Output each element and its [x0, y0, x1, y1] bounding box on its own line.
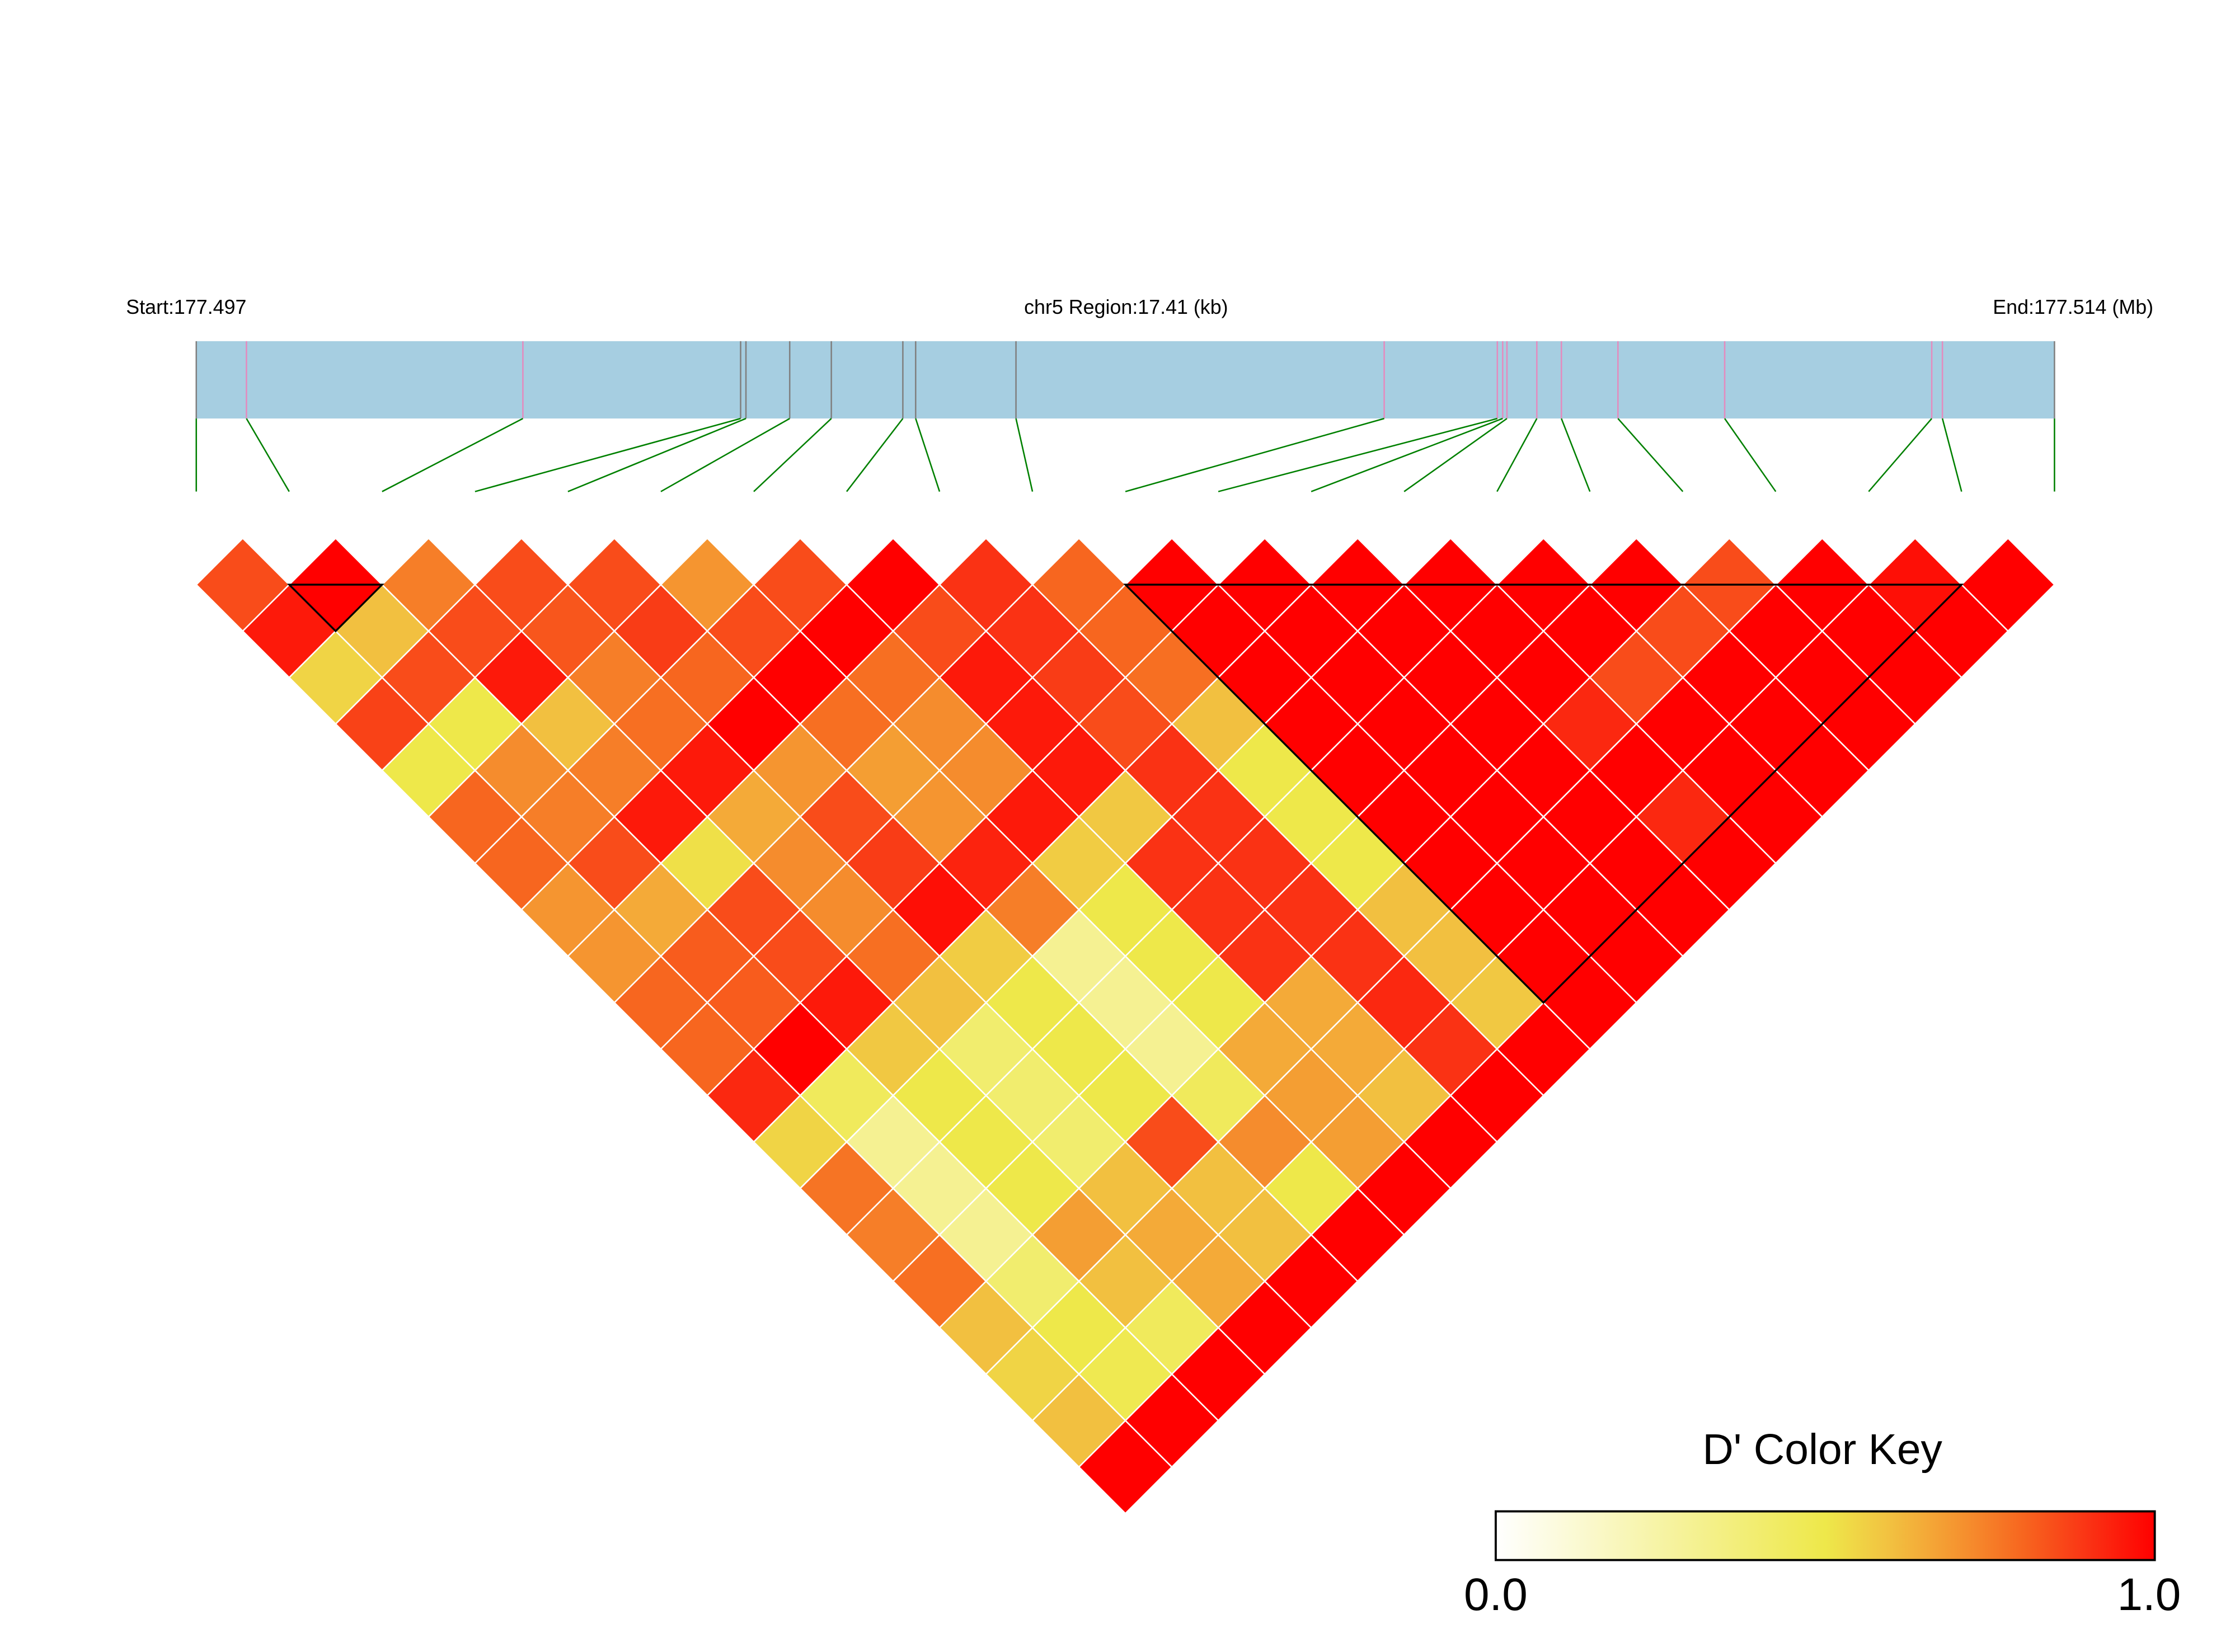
start-label: Start:177.497	[126, 296, 246, 318]
ld-block-outline	[287, 583, 384, 633]
color-key-min: 0.0	[1464, 1569, 1528, 1620]
ld-cell	[1078, 1419, 1173, 1515]
end-label: End:177.514 (Mb)	[1993, 296, 2153, 318]
snp-connector-line	[660, 417, 790, 492]
snp-connector-line	[1015, 418, 1034, 492]
snp-connector-line	[1496, 418, 1538, 492]
snp-connector-line	[846, 418, 904, 492]
snp-connector-line	[1311, 417, 1503, 492]
snp-connector-line	[246, 418, 290, 492]
color-key-max: 1.0	[2117, 1569, 2181, 1620]
snp-connector-line	[753, 418, 832, 492]
snp-connector-line	[382, 417, 523, 492]
snp-ticks	[195, 341, 2055, 419]
snp-connector-line	[1617, 418, 1684, 492]
snp-connector-line	[1561, 418, 1591, 492]
color-key-bar	[1494, 1510, 2156, 1561]
ld-cells	[195, 537, 2056, 1515]
snp-connector-line	[1868, 418, 1933, 492]
ld-block-outline	[1123, 583, 1964, 1004]
snp-connector-line	[1125, 417, 1384, 492]
snp-connector-line	[1941, 418, 1962, 492]
snp-connector-line	[915, 418, 941, 492]
snp-connector-line	[567, 417, 746, 492]
region-label: chr5 Region:17.41 (kb)	[1024, 296, 1228, 318]
snp-connectors	[195, 417, 2055, 492]
region-bar	[196, 341, 2055, 419]
color-key-title: D' Color Key	[1702, 1425, 1942, 1474]
snp-connector-line	[1403, 418, 1508, 492]
snp-connector-line	[1724, 418, 1777, 492]
snp-connector-line	[1218, 417, 1498, 492]
snp-connector-line	[475, 417, 741, 492]
ld-blocks	[287, 583, 1964, 1004]
